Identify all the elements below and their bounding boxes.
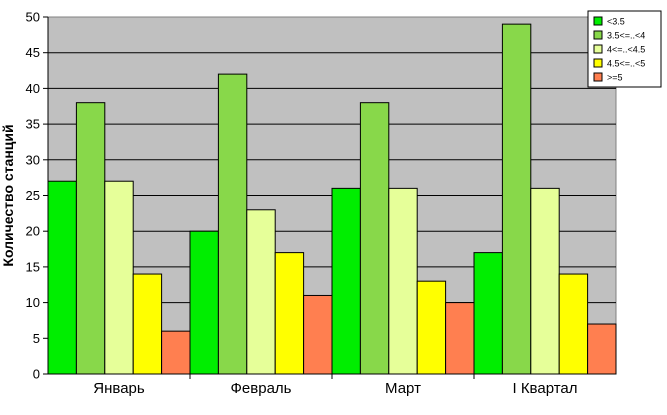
y-tick-label: 40	[26, 81, 40, 96]
y-tick-label: 35	[26, 117, 40, 132]
x-tick-label: I Квартал	[512, 380, 577, 397]
x-tick-label: Февраль	[231, 380, 292, 397]
y-tick-label: 25	[26, 188, 40, 203]
legend-swatch	[593, 44, 603, 54]
bar	[558, 273, 589, 375]
legend-entry: <3.5	[607, 17, 625, 27]
bar	[331, 187, 361, 375]
bar	[501, 23, 532, 375]
legend-entry: 4.5<=..<5	[607, 59, 645, 69]
y-tick-label: 10	[26, 295, 40, 310]
legend-entry: >=5	[607, 73, 623, 83]
legend-swatch	[593, 72, 603, 82]
y-tick-label: 5	[33, 331, 40, 346]
legend-entry: 4<=..<4.5	[607, 45, 645, 55]
bar	[47, 180, 77, 375]
legend: <3.5 3.5<=..<4 4<=..<4.5 4.5<=..<5 >=5	[587, 10, 662, 88]
legend-entry: 3.5<=..<4	[607, 31, 645, 41]
x-tick-label: Январь	[93, 380, 145, 397]
axes	[43, 16, 616, 379]
y-axis-label: Количество станций	[0, 124, 16, 266]
y-tick-label: 50	[26, 10, 40, 25]
legend-swatch	[593, 58, 603, 68]
bar	[445, 302, 475, 375]
bar	[303, 294, 333, 375]
bar	[274, 252, 305, 375]
x-tick-labels: Январь Февраль Март I Квартал	[93, 380, 577, 397]
bar	[473, 252, 503, 375]
bar	[416, 280, 447, 375]
bar	[359, 102, 390, 375]
bar	[246, 209, 276, 375]
y-tick-label: 30	[26, 152, 40, 167]
bars-group	[47, 23, 617, 375]
bar	[104, 180, 134, 375]
bar	[587, 323, 617, 375]
bar	[217, 73, 248, 375]
y-tick-label: 0	[33, 367, 40, 382]
bar	[530, 187, 560, 375]
y-tick-label: 20	[26, 224, 40, 239]
y-tick-labels: 0 5 10 15 20 25 30 35 40 45 50	[26, 10, 40, 382]
bar	[75, 102, 106, 375]
bar	[132, 273, 163, 375]
bar	[388, 187, 418, 375]
bar	[161, 330, 191, 375]
y-tick-label: 45	[26, 45, 40, 60]
bar	[189, 230, 219, 375]
y-tick-label: 15	[26, 259, 40, 274]
x-tick-label: Март	[385, 380, 421, 397]
legend-swatch	[593, 16, 603, 26]
legend-swatch	[593, 30, 603, 40]
